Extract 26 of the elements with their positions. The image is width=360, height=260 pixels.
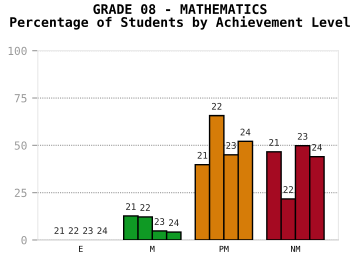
text: 24 — [169, 219, 179, 226]
x-tick-label: NM — [291, 246, 300, 252]
text: 22 — [68, 227, 78, 234]
text: 24 — [97, 227, 108, 234]
series-label: 24 — [312, 144, 322, 151]
text: 22 — [284, 186, 293, 193]
series-label: 23 — [298, 132, 308, 140]
text: 23 — [226, 142, 236, 149]
series-label: 21 — [126, 203, 136, 210]
y-tick-label: 75 — [14, 94, 26, 102]
text: 21 — [269, 139, 279, 146]
text: 21 — [198, 152, 208, 159]
text: 23 — [154, 218, 164, 225]
text: 23 — [83, 227, 93, 234]
text: 24 — [240, 128, 250, 136]
series-label: 22 — [140, 204, 150, 211]
y-tick-label: 25 — [14, 188, 26, 198]
text: 22 — [212, 102, 222, 110]
text: 21 — [54, 227, 64, 234]
y-tick-label: 100 — [8, 46, 27, 56]
x-tick-label: PM — [220, 246, 229, 252]
chart-title: GRADE 08 - MATHEMATICS Percentage of Students by Achievement Level — [10, 4, 350, 30]
x-tick-label: E — [79, 246, 83, 252]
y-tick-label: 0 — [21, 236, 27, 244]
y-tick-label: 50 — [14, 141, 27, 150]
x-tick-label: M — [150, 246, 154, 252]
